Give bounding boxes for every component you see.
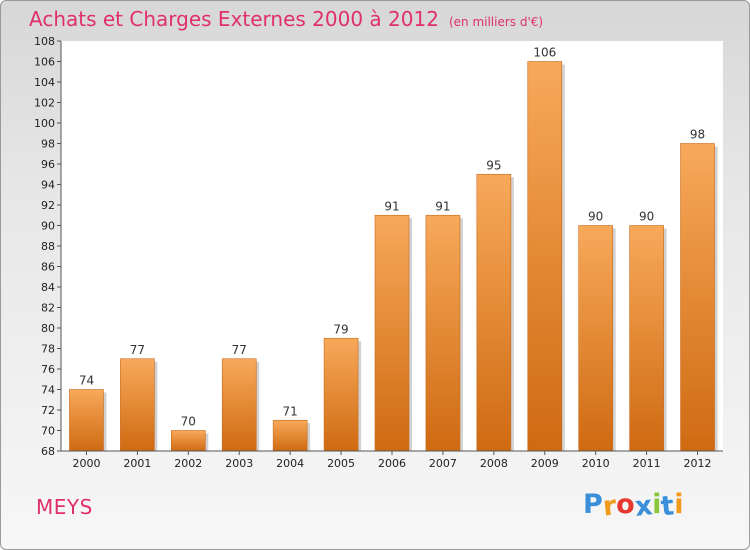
y-tick-label: 76: [41, 363, 55, 376]
y-tick-label: 102: [34, 97, 55, 110]
data-label-2009: 106: [533, 46, 556, 60]
data-label-2001: 77: [130, 343, 145, 357]
data-label-2007: 91: [435, 199, 450, 213]
x-tick-label-2005: 2005: [327, 457, 355, 470]
y-tick-label: 100: [34, 117, 55, 130]
chart-unit: (en milliers d'€): [448, 15, 544, 29]
data-label-2006: 91: [384, 199, 399, 213]
x-tick-label-2001: 2001: [123, 457, 151, 470]
bar-2001: [120, 358, 155, 452]
x-tick-label-2002: 2002: [174, 457, 202, 470]
data-label-2002: 70: [181, 415, 196, 429]
y-tick-label: 88: [41, 240, 55, 253]
y-tick-label: 74: [41, 384, 55, 397]
data-label-2000: 74: [79, 374, 94, 388]
y-tick-label: 92: [41, 199, 55, 212]
y-tick-label: 106: [34, 56, 55, 69]
bar-2011: [629, 225, 664, 452]
y-tick-label: 68: [41, 445, 55, 458]
y-tick-label: 94: [41, 179, 55, 192]
bar-2009: [527, 61, 563, 452]
y-tick-label: 70: [41, 425, 55, 438]
data-label-2003: 77: [232, 343, 247, 357]
y-tick-label: 80: [41, 322, 55, 335]
logo-letter: i: [652, 489, 662, 520]
axes-group: 68 70 72 74 76 78 80 82 84 86 88 90 92 94 96 98 100 102 10…: [34, 35, 723, 470]
x-tick-label-2011: 2011: [633, 457, 661, 470]
bar-2012: [680, 143, 715, 452]
data-label-2012: 98: [690, 128, 705, 142]
y-tick-label: 86: [41, 261, 55, 274]
x-tick-label-2003: 2003: [225, 457, 253, 470]
bar-2003: [221, 358, 257, 452]
commune-name: MEYS: [36, 495, 93, 519]
y-tick-label: 104: [34, 76, 55, 89]
chart-title-text: Achats et Charges Externes 2000 à 2012: [29, 7, 439, 31]
y-tick-label: 72: [41, 404, 55, 417]
data-label-2005: 79: [333, 322, 348, 336]
bar-2000: [69, 389, 104, 452]
bar-2006: [374, 214, 410, 452]
logo-letter: x: [633, 490, 654, 523]
bar-2005: [323, 337, 359, 452]
logo-letter: o: [616, 489, 635, 520]
y-tick-label: 90: [41, 220, 55, 233]
proxiti-logo: Proxiti: [583, 489, 684, 523]
data-label-2008: 95: [486, 158, 501, 172]
x-tick-label-2007: 2007: [429, 457, 457, 470]
x-tick-label-2012: 2012: [684, 457, 712, 470]
y-tick-label: 82: [41, 302, 55, 315]
x-tick-label-2000: 2000: [72, 457, 100, 470]
data-label-2011: 90: [639, 210, 654, 224]
y-tick-label: 78: [41, 343, 55, 356]
x-tick-label-2010: 2010: [582, 457, 610, 470]
bar-2008: [476, 173, 512, 452]
x-tick-label-2004: 2004: [276, 457, 304, 470]
bars-group: 74 77 70 77 71 79 91 91 95 106 90 90 98: [69, 46, 718, 452]
y-tick-label: 98: [41, 138, 55, 151]
chart-title: Achats et Charges Externes 2000 à 2012 (e…: [29, 7, 543, 31]
x-tick-label-2009: 2009: [531, 457, 559, 470]
y-tick-label: 84: [41, 281, 55, 294]
y-tick-label: 96: [41, 158, 55, 171]
bar-2007: [425, 214, 461, 452]
logo-letter: i: [674, 489, 684, 520]
data-label-2010: 90: [588, 210, 603, 224]
bar-2002: [171, 430, 206, 452]
x-tick-label-2008: 2008: [480, 457, 508, 470]
logo-letter: r: [601, 490, 618, 523]
logo-letter: P: [583, 489, 603, 520]
data-label-2004: 71: [283, 404, 298, 418]
x-tick-label-2006: 2006: [378, 457, 406, 470]
bar-2010: [578, 225, 613, 452]
bar-2004: [272, 419, 308, 452]
y-tick-label: 108: [34, 35, 55, 48]
